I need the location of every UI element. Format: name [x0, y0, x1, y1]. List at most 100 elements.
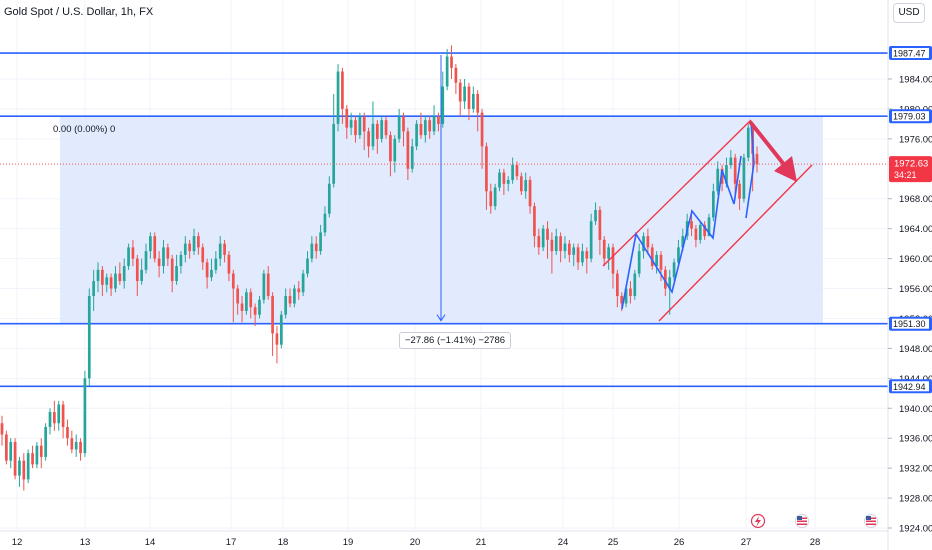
price-tick-label: 1956.00	[899, 284, 932, 295]
candle	[275, 325, 279, 364]
candle	[240, 296, 244, 323]
candle	[61, 400, 65, 439]
candle	[349, 112, 353, 136]
candle	[594, 202, 597, 225]
candle	[223, 239, 226, 263]
candle	[114, 266, 117, 293]
measure-arrowhead	[436, 314, 446, 322]
channel-lower-line	[658, 164, 813, 322]
candle	[655, 251, 658, 274]
candle	[576, 243, 580, 270]
candle	[493, 183, 497, 210]
candle	[746, 123, 750, 162]
current-price-badge	[889, 156, 932, 183]
candle	[742, 153, 746, 203]
candle	[345, 105, 349, 139]
candle	[572, 243, 576, 267]
candle	[729, 150, 733, 169]
candle	[44, 423, 47, 461]
candle	[541, 224, 545, 252]
candle	[410, 138, 414, 173]
time-axis[interactable]: 12 13 14 17 18 19 20 21 24 25 26 27 28	[0, 530, 888, 548]
candle	[755, 146, 759, 173]
time-tick-label: 27	[741, 537, 752, 548]
price-tick-label: 1960.00	[899, 254, 932, 265]
candle	[314, 236, 318, 259]
time-tick-label: 12	[12, 537, 23, 548]
price-tick-label: 1928.00	[899, 494, 932, 505]
candle	[367, 127, 370, 158]
candle	[5, 430, 8, 465]
price-line-label: 1979.03	[893, 112, 926, 122]
candle	[188, 239, 192, 259]
candle	[35, 441, 39, 469]
candle	[389, 131, 392, 177]
candle	[249, 288, 253, 319]
price-line-badge-inner	[892, 318, 929, 329]
candle	[646, 228, 650, 255]
zigzag-pattern	[621, 155, 742, 310]
candle	[524, 172, 528, 199]
candle	[26, 449, 30, 484]
time-tick-label: 14	[145, 537, 156, 548]
candle	[179, 251, 183, 274]
candle	[598, 206, 602, 255]
candle	[271, 292, 274, 356]
time-tick-label: 18	[278, 537, 289, 548]
candle	[581, 243, 584, 267]
projection-arrow-shaft	[749, 121, 788, 169]
candle	[554, 228, 558, 255]
currency-button[interactable]: USD	[893, 3, 925, 23]
time-tick-label: 20	[410, 537, 421, 548]
candle	[375, 120, 379, 154]
candle	[122, 258, 126, 289]
candle	[703, 221, 706, 240]
candle	[445, 49, 449, 91]
candle	[127, 243, 130, 270]
time-tick-label: 19	[343, 537, 354, 548]
price-axis-bg	[888, 0, 932, 550]
candle	[279, 310, 283, 349]
price-line-label: 1951.30	[893, 319, 926, 329]
candle	[118, 262, 122, 285]
candle	[563, 236, 567, 259]
candle	[183, 236, 187, 263]
candle	[79, 438, 82, 461]
candle	[227, 251, 231, 282]
candle	[284, 288, 288, 319]
price-tick-label: 1932.00	[899, 464, 932, 475]
time-tick-label: 24	[558, 537, 569, 548]
candle	[712, 183, 715, 222]
candle	[253, 303, 257, 326]
candle	[31, 445, 34, 469]
candle	[371, 101, 375, 151]
candle	[109, 273, 113, 297]
candle	[559, 232, 562, 263]
candle	[197, 232, 200, 255]
candle	[323, 206, 327, 237]
candle	[362, 112, 366, 151]
candle	[441, 71, 445, 128]
candle	[83, 370, 87, 457]
candle	[454, 64, 458, 94]
candle	[720, 165, 724, 192]
candle	[437, 112, 440, 132]
candle	[738, 180, 741, 210]
candle	[92, 269, 96, 311]
candle	[105, 273, 109, 293]
price-axis[interactable]: 1984.001980.001976.001968.001964.001960.…	[887, 0, 932, 550]
price-tick-label: 1984.00	[899, 75, 932, 86]
time-tick-label: 26	[674, 537, 685, 548]
candle	[694, 224, 698, 248]
candle	[231, 269, 235, 323]
candle	[74, 434, 78, 457]
candle	[393, 135, 397, 173]
candle	[0, 415, 4, 446]
candle	[629, 281, 632, 304]
candle	[384, 116, 388, 139]
price-tick-label: 1940.00	[899, 404, 932, 415]
symbol-title[interactable]: Gold Spot / U.S. Dollar, 1h, FX	[4, 6, 154, 18]
candle	[402, 112, 405, 147]
